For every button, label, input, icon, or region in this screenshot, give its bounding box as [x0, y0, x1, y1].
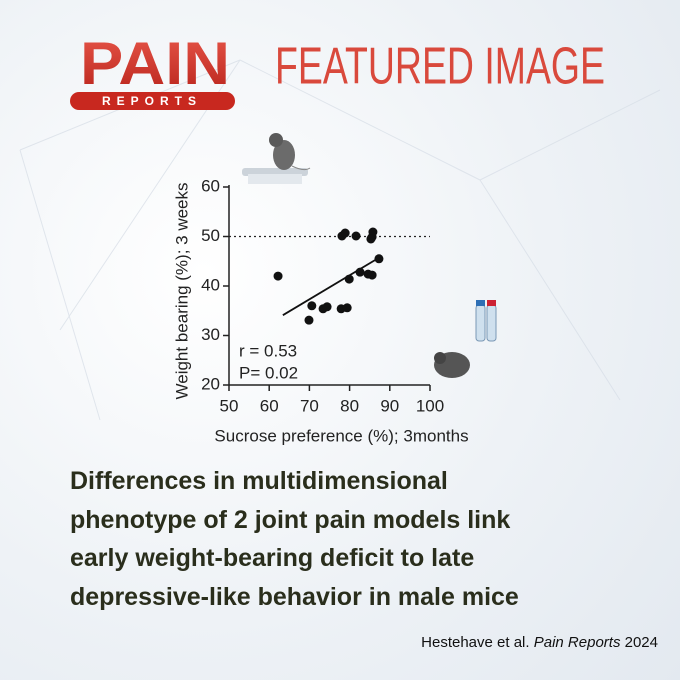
logo-pill [70, 92, 235, 110]
citation-year: 2024 [620, 634, 658, 651]
y-axis-label: Weight bearing (%); 3 weeks [172, 182, 191, 399]
y-tick-label: 20 [201, 374, 220, 393]
point [307, 301, 317, 311]
logo-pain: PAIN [80, 30, 230, 97]
point [304, 315, 314, 325]
citation: Hestehave et al. Pain Reports 2024 [421, 634, 658, 651]
headline: Differences in multidimensional phenotyp… [70, 462, 670, 616]
headline-line: early weight-bearing deficit to late [70, 544, 475, 572]
point [273, 271, 283, 281]
point [355, 267, 365, 277]
headline-line: depressive-like behavior in male mice [70, 582, 519, 611]
x-tick-label: 50 [220, 396, 239, 415]
featured-title: FEATURED IMAGE [275, 38, 605, 96]
logo-reports: REPORTS [102, 94, 202, 108]
x-tick-label: 90 [380, 396, 399, 415]
mouse-icon-right [434, 300, 497, 378]
annotation: r = 0.53 [239, 341, 297, 360]
y-tick-label: 60 [201, 176, 220, 195]
headline-line: phenotype of 2 joint pain models link [70, 505, 511, 534]
y-tick-label: 30 [201, 325, 220, 344]
x-tick-label: 80 [340, 396, 359, 415]
x-tick-label: 60 [260, 396, 279, 415]
citation-journal: Pain Reports [533, 634, 621, 651]
y-tick-label: 40 [201, 275, 220, 294]
x-tick-label: 70 [300, 396, 319, 415]
trend-line [282, 257, 380, 316]
headline-line: Differences in multidimensional [70, 467, 448, 495]
y-tick-label: 50 [201, 226, 220, 245]
mouse-icon-top [242, 133, 311, 184]
point [351, 231, 361, 241]
point [367, 270, 377, 280]
x-axis-label: Sucrose preference (%); 3months [214, 426, 468, 445]
point [342, 303, 352, 313]
point [366, 234, 376, 244]
x-tick-label: 100 [416, 396, 444, 415]
point [340, 228, 350, 238]
citation-authors: Hestehave et al. [421, 634, 534, 651]
annotation: P= 0.02 [239, 363, 298, 382]
point [322, 302, 332, 312]
point [374, 254, 384, 264]
point [344, 274, 354, 284]
point [368, 227, 378, 237]
